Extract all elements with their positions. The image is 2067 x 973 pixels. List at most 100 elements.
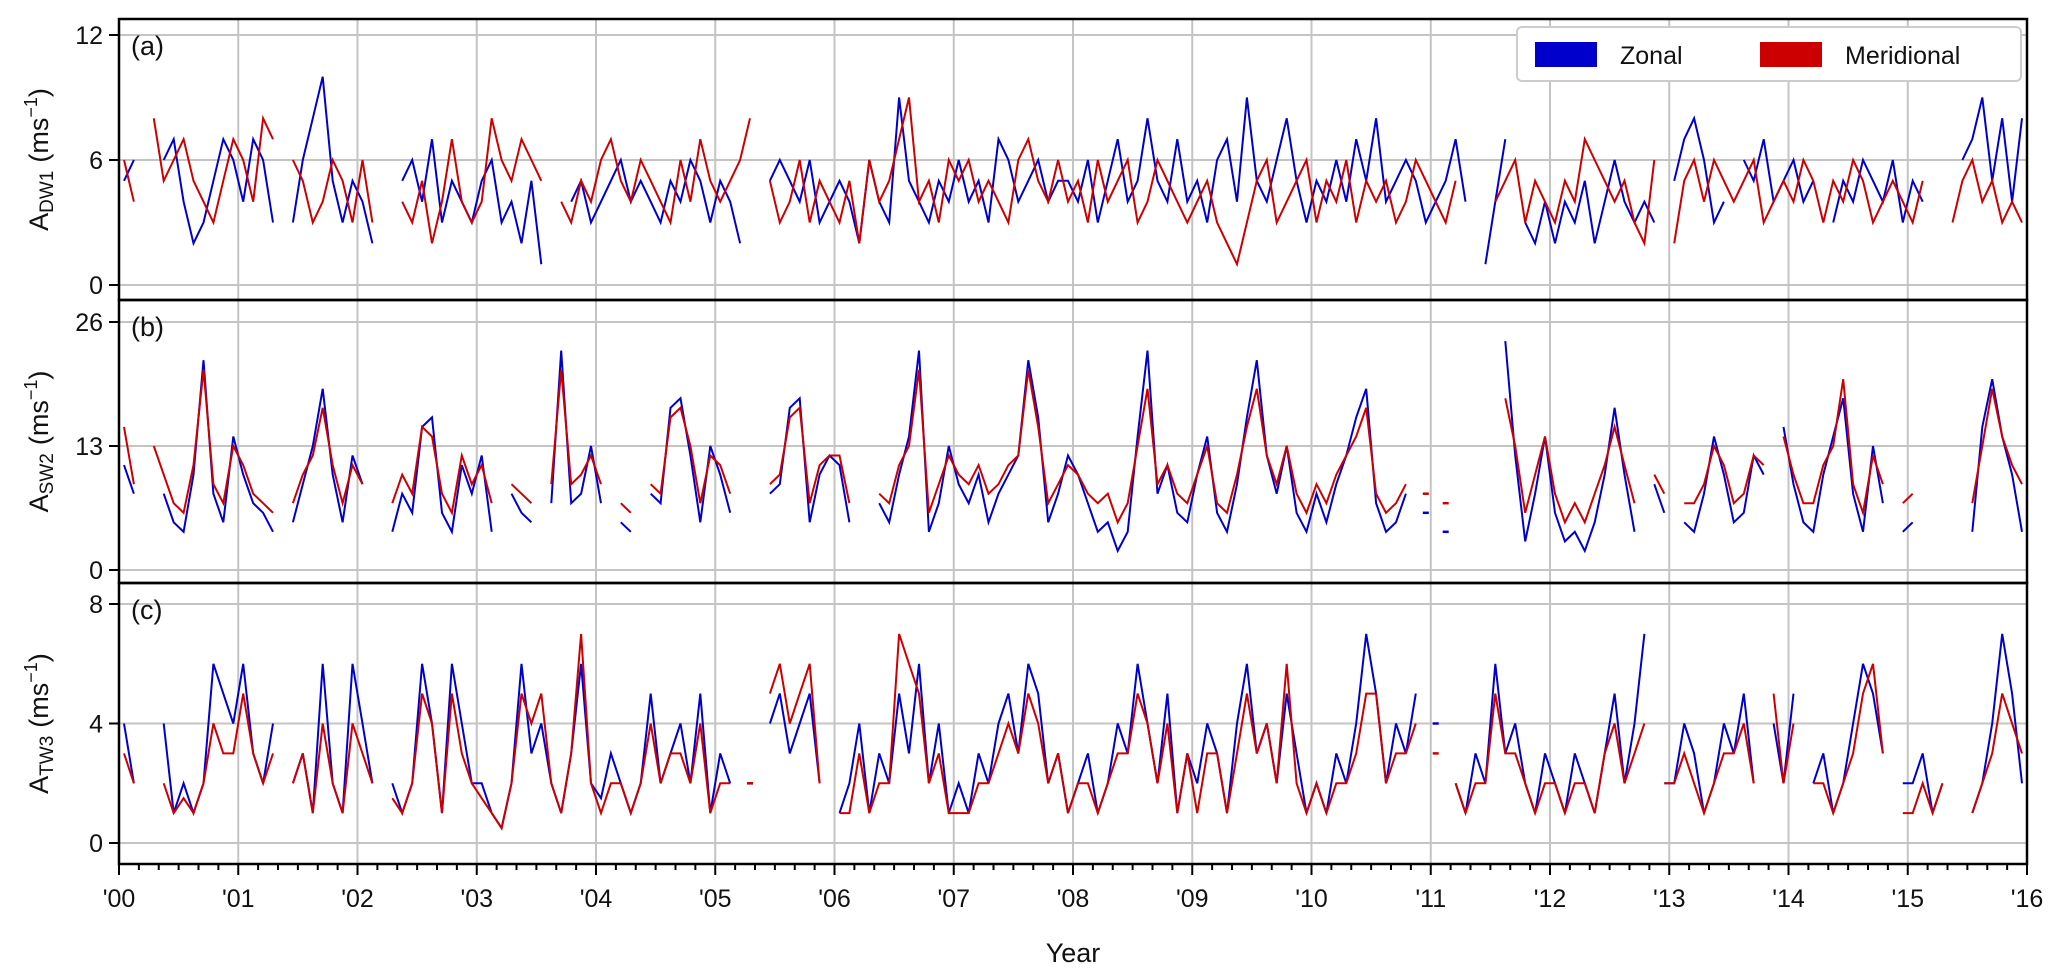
meridional-series-line [401,118,543,244]
y-tick-label: 4 [89,711,103,739]
meridional-series-line [560,118,751,226]
meridional-series-line [123,426,135,485]
zonal-series-line [1504,341,1636,554]
y-label-subscript: SW2 [37,453,58,494]
x-tick-label: '01 [222,885,255,913]
zonal-series-line [878,350,1407,554]
y-tick-label: 26 [75,309,103,337]
meridional-series-line [1454,693,1646,817]
x-tick-label: '13 [1653,885,1686,913]
meridional-series-line [1971,388,2023,504]
y-tick-label: 0 [89,557,103,585]
y-label-main: A [24,776,54,794]
y-label-subscript: TW3 [37,736,58,776]
meridional-series-line [123,753,135,784]
y-axis-label: ATW3 (ms−1) [21,653,58,794]
legend: Zonal Meridional [1516,26,2022,82]
meridional-series-line [1673,156,1924,244]
y-label-unit: (ms [24,683,54,728]
zonal-series-line [401,139,543,265]
meridional-series-line [152,369,274,515]
zonal-series-line [123,159,135,182]
y-label-close: ) [24,653,54,662]
zonal-series-line [391,415,493,535]
zonal-series-line [768,693,821,784]
y-label-subscript: DW1 [37,171,58,213]
x-tick-label: '00 [103,885,136,913]
y-label-unit: (ms [24,118,54,163]
meridional-series-line [1772,693,1795,784]
y-tick-label: 6 [89,147,103,175]
x-tick-label: '05 [699,885,732,913]
meridional-series-line [550,369,602,487]
legend-label-meridional: Meridional [1845,42,1960,70]
y-label-main: A [24,494,54,512]
meridional-series-line [769,405,851,504]
zonal-series-line [1832,157,1924,223]
meridional-series-line [1494,135,1656,247]
zonal-series-line [291,76,374,244]
y-label-close: ) [24,88,54,97]
meridional-series-line [391,424,493,516]
y-axis-label: ASW2 (ms−1) [21,371,58,513]
meridional-series-line [1902,780,1944,817]
meridional-series-line [291,157,374,226]
meridional-series-line [1951,157,2023,226]
zonal-series-line [1653,483,1666,514]
meridional-series-line [839,633,1417,817]
meridional-series-line [1782,379,1884,517]
zonal-series-line [1812,663,1884,814]
y-tick-label: 8 [89,591,103,619]
panel-label: (b) [131,312,164,342]
zonal-series-line [162,360,274,534]
x-tick-label: '11 [1415,885,1446,913]
x-tick-label: '06 [818,885,851,913]
meridional-series-line [650,405,732,504]
x-tick-label: '10 [1295,885,1328,913]
zonal-series-line [570,157,742,244]
y-tick-label: 12 [75,22,103,50]
zonal-series-line [1673,115,1725,226]
y-label-exponent: −1 [21,380,41,401]
zonal-series-line [162,135,274,247]
meridional-series-line [162,693,274,816]
meridional-series-line [510,483,533,504]
x-tick-label: '07 [937,885,970,913]
panel-label: (c) [131,595,162,625]
meridional-series-line [291,723,374,814]
x-tick-label: '02 [341,885,374,913]
meridional-series-line [152,114,274,226]
meridional-series-line [1971,693,2023,814]
zonal-series-line [650,396,732,523]
grid-layer [119,19,2027,864]
zonal-series-line [768,97,1467,244]
legend-swatch-meridional [1760,42,1822,67]
zonal-series-line [1782,398,1884,534]
y-label-main: A [24,213,54,231]
zonal-series-line [620,521,632,533]
x-tick-label: '16 [2011,885,2044,913]
y-label-exponent: −1 [21,97,41,118]
zonal-series-line [123,464,135,495]
y-label-exponent: −1 [21,662,41,683]
zonal-series-line [1961,97,2023,202]
zonal-series-line [291,388,364,523]
meridional-series-line [1653,474,1666,495]
meridional-series-line [620,502,632,514]
meridional-series-line [391,633,731,831]
x-tick-label: '12 [1534,885,1567,913]
legend-label-zonal: Zonal [1620,42,1683,70]
meridional-series-line [768,97,1457,268]
x-tick-label: '15 [1891,885,1924,913]
panel-label: (a) [131,31,164,61]
x-tick-label: '04 [580,885,613,913]
y-axis-label: ADW1 (ms−1) [21,88,58,231]
meridional-series-line [1902,492,1914,504]
y-label-unit: (ms [24,400,54,445]
meridional-series-line [1664,723,1755,817]
zonal-series-line [1683,436,1765,534]
y-tick-label: 13 [75,433,103,461]
x-tick-label: '03 [460,885,493,913]
